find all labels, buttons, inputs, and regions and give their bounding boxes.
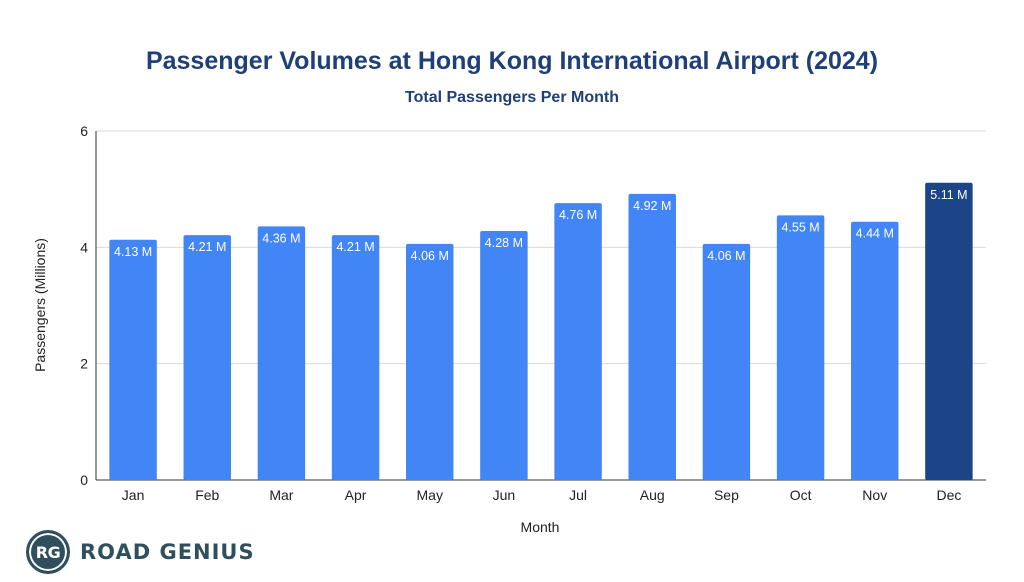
data-label: 4.06 M [707, 249, 745, 263]
bar-jun [480, 231, 528, 480]
bar-nov [851, 221, 899, 481]
x-tick-label: Dec [936, 487, 961, 503]
road-genius-logo: RG ROAD GENIUS [26, 530, 255, 574]
x-tick-label: Jan [122, 487, 145, 503]
axis-ticks: 0 2 4 6 Jan Feb Mar Apr May Jun Jul Aug Sep Oct Nov Dec [80, 123, 961, 503]
bars: 4.13 M 4.21 M 4.36 M 4.21 M 4.06 M 4.28 M 4.76… [109, 182, 973, 481]
bar-jul [554, 203, 602, 481]
logo-text: ROAD GENIUS [80, 540, 255, 564]
data-label: 4.28 M [485, 236, 523, 250]
bar-feb [183, 235, 231, 480]
x-axis-label: Month [521, 519, 560, 535]
bar-sep [702, 243, 751, 480]
x-tick-label: Aug [640, 487, 665, 503]
bar-jan [109, 239, 157, 480]
x-tick-label: Feb [195, 487, 219, 503]
gridlines [95, 130, 986, 481]
data-label: 4.92 M [633, 199, 671, 213]
data-label: 4.13 M [114, 245, 152, 259]
chart-title: Passenger Volumes at Hong Kong Internati… [145, 47, 879, 75]
y-tick-label: 2 [80, 356, 88, 372]
data-label: 4.21 M [188, 240, 226, 254]
logo-badge-icon: RG [26, 530, 70, 574]
data-label: 4.21 M [336, 240, 374, 254]
bar-aug [628, 193, 676, 480]
x-tick-label: May [417, 487, 443, 503]
x-tick-label: Jul [569, 487, 587, 503]
bar-oct [776, 215, 825, 480]
x-tick-label: Mar [269, 487, 293, 503]
data-label: 4.44 M [856, 227, 894, 241]
bar-apr [331, 235, 380, 480]
chart-subtitle: Total Passengers Per Month [405, 89, 619, 106]
data-label: 5.11 M [930, 188, 967, 202]
bar-mar [257, 226, 306, 480]
y-axis-label: Passengers (Millions) [32, 238, 48, 372]
x-tick-label: Nov [862, 487, 887, 503]
bar-dec [925, 182, 973, 481]
bar-may [406, 243, 454, 480]
y-tick-label: 4 [80, 239, 88, 255]
x-tick-label: Sep [714, 487, 739, 503]
data-label: 4.36 M [262, 231, 300, 245]
data-label: 4.06 M [411, 249, 449, 263]
y-tick-label: 0 [80, 472, 88, 488]
x-tick-label: Oct [790, 487, 812, 503]
x-tick-label: Jun [493, 487, 516, 503]
data-label: 4.76 M [559, 208, 597, 222]
x-tick-label: Apr [345, 487, 367, 503]
y-tick-label: 6 [80, 123, 88, 139]
data-label: 4.55 M [781, 220, 819, 234]
